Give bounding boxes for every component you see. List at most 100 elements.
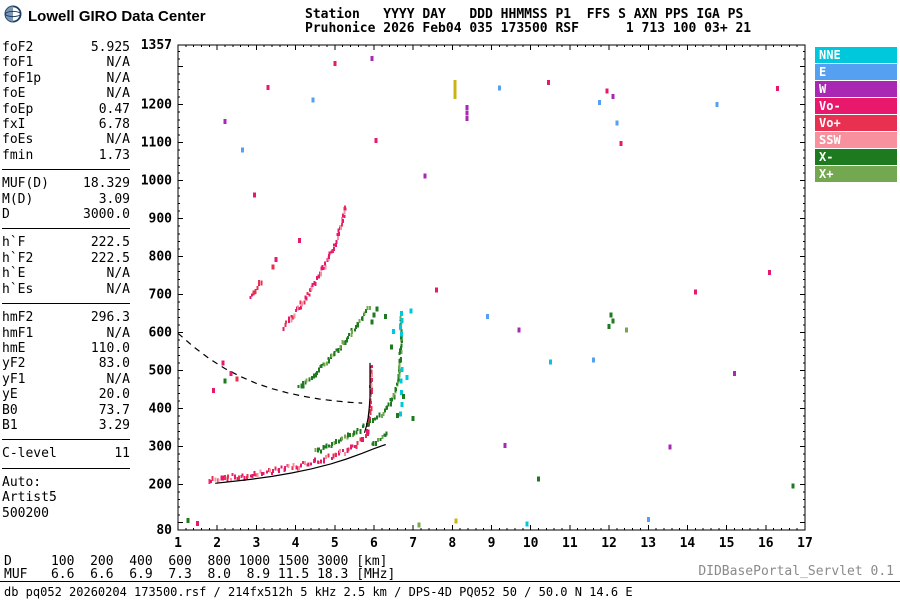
param-group: MUF(D) 18.329 M(D) 3.09 D 3000.0	[2, 169, 130, 228]
param-row-fxi: fxI 6.78	[2, 117, 130, 132]
param-label: M(D)	[2, 191, 34, 207]
x-tick-label: 10	[523, 536, 539, 551]
bottom-divider	[0, 581, 900, 582]
param-label: Artist5	[2, 490, 57, 506]
param-value: N/A	[106, 325, 130, 341]
param-row-foes: foEs N/A	[2, 132, 130, 147]
x-tick-label: 6	[370, 536, 378, 551]
param-label: fmin	[2, 147, 34, 163]
param-row-500200: 500200	[2, 506, 130, 521]
param-row-h-f2: h`F2 222.5	[2, 251, 130, 266]
param-group: h`F 222.5 h`F2 222.5 h`E N/A h`Es N/A	[2, 228, 130, 303]
x-tick-label: 1	[174, 536, 182, 551]
param-row-hmf2: hmF2 296.3	[2, 310, 130, 325]
param-label: hmE	[2, 340, 26, 356]
y-tick-label: 500	[149, 363, 173, 378]
param-value: 3000.0	[83, 207, 130, 223]
param-label: B0	[2, 402, 18, 418]
param-value: N/A	[106, 86, 130, 102]
param-value: 73.7	[98, 402, 130, 418]
plot-border	[177, 44, 806, 531]
x-tick-label: 4	[292, 536, 300, 551]
legend-item-e: E	[815, 64, 897, 80]
muf-row: MUF 6.6 6.6 6.9 7.3 8.0 8.9 11.5 18.3 [M…	[4, 567, 396, 582]
y-tick-label: 800	[149, 250, 173, 265]
param-row-fof1p: foF1p N/A	[2, 71, 130, 86]
x-tick-label: 13	[640, 536, 656, 551]
y-tick-label: 1357	[141, 38, 172, 53]
param-row-fmin: fmin 1.73	[2, 148, 130, 163]
x-trace-low-tail	[371, 431, 388, 447]
param-label: h`Es	[2, 281, 34, 297]
param-label: B1	[2, 417, 18, 433]
param-value: N/A	[106, 371, 130, 387]
param-value: N/A	[106, 281, 130, 297]
echo-direction-legend: NNE E W Vo- Vo+ SSW X- X+	[815, 47, 897, 183]
oblique-pink-patch	[249, 280, 263, 300]
x-tick-label: 15	[719, 536, 735, 551]
legend-item-ssw: SSW	[815, 132, 897, 148]
param-value: 20.0	[98, 387, 130, 403]
param-value: N/A	[106, 55, 130, 71]
param-row-ye: yE 20.0	[2, 387, 130, 402]
param-label: D	[2, 207, 10, 223]
lowell-logo-icon	[4, 5, 22, 27]
param-label: h`F	[2, 235, 26, 251]
param-group: C-level 11	[2, 439, 130, 467]
param-value: N/A	[106, 266, 130, 282]
param-label: foF2	[2, 40, 34, 55]
param-label: foEs	[2, 132, 34, 148]
param-label: foF1p	[2, 70, 42, 86]
legend-item-x+: X+	[815, 166, 897, 182]
param-value: 3.09	[98, 191, 130, 207]
distance-row: D 100 200 400 600 800 1000 1500 3000 [km…	[4, 554, 388, 569]
param-label: C-level	[2, 446, 57, 462]
param-label: yF1	[2, 371, 26, 387]
param-group: Auto: Artist5 500200	[2, 467, 130, 527]
x-tick-label: 16	[758, 536, 774, 551]
legend-item-vo+: Vo+	[815, 115, 897, 131]
x-tick-label: 12	[601, 536, 617, 551]
param-label: h`F2	[2, 250, 34, 266]
y-tick-label: 80	[156, 523, 172, 538]
fof2-asymptote	[363, 362, 371, 433]
param-row-h-f: h`F 222.5	[2, 235, 130, 250]
param-row-h-es: h`Es N/A	[2, 282, 130, 297]
param-row-yf2: yF2 83.0	[2, 356, 130, 371]
param-row-foe: foE N/A	[2, 86, 130, 101]
legend-item-nne: NNE	[815, 47, 897, 63]
x-tick-label: 17	[797, 536, 813, 551]
legend-item-w: W	[815, 81, 897, 97]
param-label: yF2	[2, 356, 26, 372]
param-row-auto-: Auto:	[2, 475, 130, 490]
param-label: 500200	[2, 505, 49, 521]
brand-title: Lowell GIRO Data Center	[28, 7, 206, 25]
param-value: 110.0	[90, 340, 130, 356]
param-row-b1: B1 3.29	[2, 418, 130, 433]
param-value: 83.0	[98, 356, 130, 372]
param-row-m-d-: M(D) 3.09	[2, 192, 130, 207]
transmission-curve	[177, 332, 363, 404]
brand-row: Lowell GIRO Data Center	[4, 5, 206, 27]
x-tick-label: 14	[680, 536, 696, 551]
param-label: MUF(D)	[2, 176, 49, 192]
true-height-profile	[215, 443, 386, 484]
param-value: 222.5	[90, 250, 130, 266]
param-value: 18.329	[83, 176, 130, 192]
x-tick-label: 8	[448, 536, 456, 551]
param-label: foEp	[2, 101, 34, 117]
param-value: 222.5	[90, 235, 130, 251]
x-tick-label: 3	[252, 536, 260, 551]
param-row-yf1: yF1 N/A	[2, 372, 130, 387]
x-tick-label: 9	[488, 536, 496, 551]
y-tick-label: 200	[149, 477, 173, 492]
param-row-d: D 3000.0	[2, 207, 130, 222]
servlet-version: DIDBasePortal_Servlet 0.1	[698, 564, 894, 579]
station-header-values: Pruhonice 2026 Feb04 035 173500 RSF 1 71…	[305, 21, 752, 36]
param-row-hme: hmE 110.0	[2, 341, 130, 356]
param-group: hmF2 296.3 hmF1 N/A hmE 110.0 yF2 83.0 yF1 N/A yE 2…	[2, 303, 130, 439]
y-tick-label: 600	[149, 326, 173, 341]
param-value: N/A	[106, 132, 130, 148]
